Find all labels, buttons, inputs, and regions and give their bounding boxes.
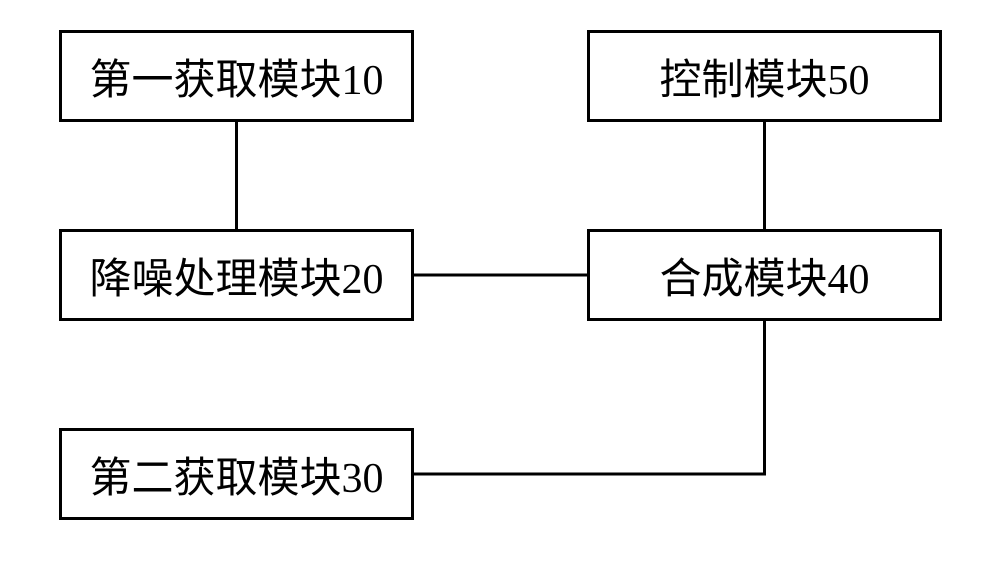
node-label: 第一获取模块10	[89, 46, 383, 107]
node-label: 第二获取模块30	[89, 444, 383, 505]
node-label: 降噪处理模块20	[89, 245, 383, 306]
node-label: 合成模块40	[659, 245, 869, 306]
node-label: 控制模块50	[659, 46, 869, 107]
node-second-acquisition-module-30: 第二获取模块30	[59, 428, 414, 520]
diagram-canvas: 第一获取模块10 控制模块50 降噪处理模块20 合成模块40 第二获取模块30	[0, 0, 1000, 562]
edge	[414, 321, 765, 474]
node-synthesis-module-40: 合成模块40	[587, 229, 942, 321]
node-first-acquisition-module-10: 第一获取模块10	[59, 30, 414, 122]
node-control-module-50: 控制模块50	[587, 30, 942, 122]
node-noise-reduction-module-20: 降噪处理模块20	[59, 229, 414, 321]
